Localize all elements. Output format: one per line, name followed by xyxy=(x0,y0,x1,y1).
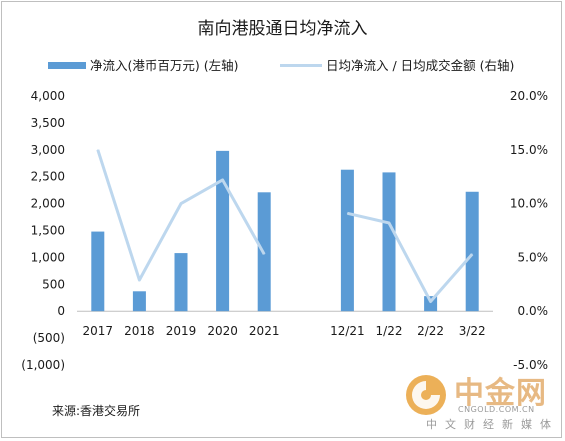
line-point xyxy=(388,222,390,224)
line-point xyxy=(430,301,432,303)
line-point xyxy=(222,179,224,181)
left-tick-label: 3,500 xyxy=(31,116,65,130)
watermark-brand: 中金网 xyxy=(454,376,547,411)
right-tick-label: 0.0% xyxy=(518,304,549,318)
left-tick-label: 1,500 xyxy=(31,224,65,238)
left-tick-label: (500) xyxy=(33,331,65,345)
bar xyxy=(174,253,188,312)
bar xyxy=(132,291,146,312)
line-point xyxy=(263,253,265,255)
category-label: 2017 xyxy=(83,324,114,338)
category-label: 2018 xyxy=(124,324,155,338)
left-tick-label: 4,000 xyxy=(31,89,65,103)
left-tick-label: 500 xyxy=(42,277,65,291)
line-series xyxy=(347,211,474,304)
legend-label-bar: 净流入(港币百万元) (左轴) xyxy=(90,58,239,73)
bar xyxy=(382,172,396,312)
left-tick-label: 0 xyxy=(57,304,65,318)
category-label: 2020 xyxy=(207,324,238,338)
line-point xyxy=(97,149,99,151)
category-label: 2019 xyxy=(166,324,197,338)
left-tick-label: 3,000 xyxy=(31,143,65,157)
line-point xyxy=(138,279,140,281)
category-label: 3/22 xyxy=(459,324,486,338)
right-tick-label: 5.0% xyxy=(518,250,549,264)
watermark-url: CNGOLD.COM.CN xyxy=(458,405,535,414)
right-tick-label: 20.0% xyxy=(510,89,548,103)
category-label: 12/21 xyxy=(330,324,365,338)
bar xyxy=(465,191,479,312)
watermark-logo-icon xyxy=(406,375,446,415)
line-point xyxy=(180,203,182,205)
chart-title: 南向港股通日均净流入 xyxy=(197,19,368,39)
line-point xyxy=(346,212,348,214)
watermark-tagline: 中文财经新媒体 xyxy=(426,418,559,431)
bar xyxy=(340,169,354,312)
legend: 净流入(港币百万元) (左轴) 日均净流入 / 日均成交金额 (右轴) xyxy=(0,55,565,75)
legend-swatch-line xyxy=(280,64,322,67)
left-tick-label: (1,000) xyxy=(21,358,65,372)
left-tick-label: 1,000 xyxy=(31,250,65,264)
right-tick-label: 15.0% xyxy=(510,143,548,157)
right-tick-label: -5.0% xyxy=(513,358,548,372)
category-label: 1/22 xyxy=(376,324,403,338)
bar xyxy=(216,150,230,312)
legend-label-line: 日均净流入 / 日均成交金额 (右轴) xyxy=(326,58,515,73)
left-tick-label: 2,000 xyxy=(31,197,65,211)
right-tick-label: 10.0% xyxy=(510,197,548,211)
source-note: 来源:香港交易所 xyxy=(52,404,141,418)
line-point xyxy=(471,253,473,255)
category-label: 2021 xyxy=(249,324,280,338)
bar xyxy=(91,231,105,312)
legend-swatch-bar xyxy=(48,62,86,69)
left-tick-label: 2,500 xyxy=(31,170,65,184)
category-label: 2/22 xyxy=(417,324,444,338)
